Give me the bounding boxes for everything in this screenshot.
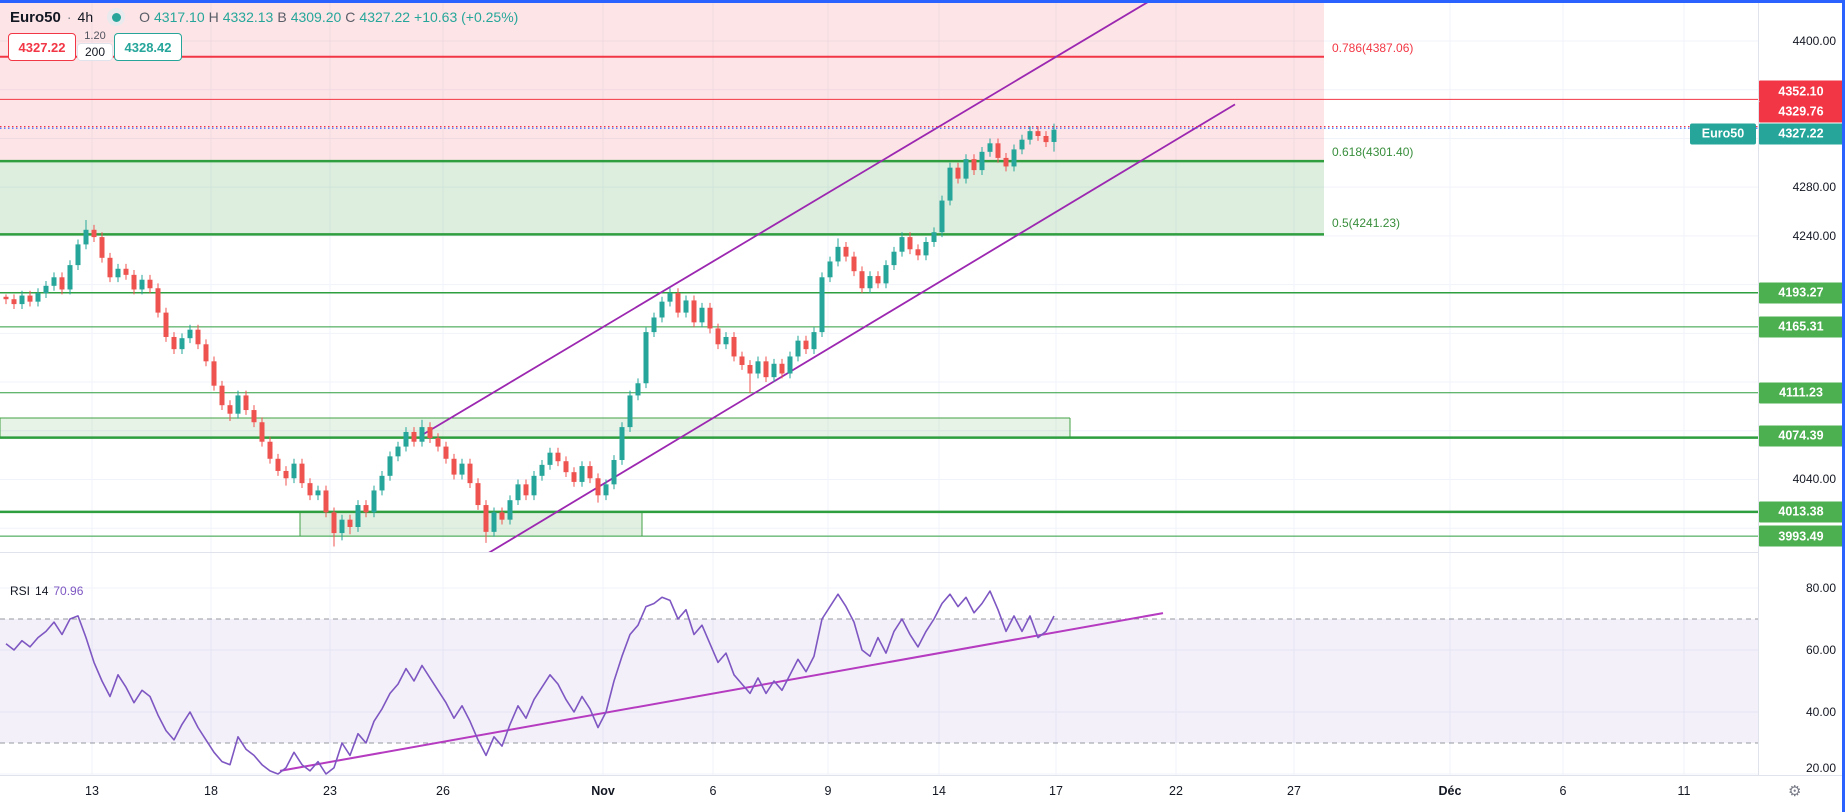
time-axis-label: 6 — [709, 784, 717, 798]
window-right-border — [1842, 0, 1845, 812]
price-axis[interactable]: 4400.00 4280.00 4240.00 4040.00 80.00 60.00 40… — [1758, 0, 1843, 775]
price-zones — [0, 0, 1324, 537]
level-lines[interactable] — [0, 55, 1758, 537]
rsi-length: 14 — [35, 584, 49, 598]
time-axis-label: 27 — [1287, 784, 1301, 798]
time-axis-label: 6 — [1559, 784, 1567, 798]
gridlines — [0, 0, 1758, 775]
rsi-trendline[interactable] — [279, 612, 1164, 772]
spread-value: 1.20 — [84, 30, 106, 42]
candlestick-series[interactable] — [3, 123, 1057, 547]
high-value: 4332.13 — [222, 9, 274, 25]
time-axis-label: 9 — [824, 784, 832, 798]
rsi-value: 70.96 — [53, 584, 84, 598]
price-badge: 4352.10 — [1759, 80, 1843, 102]
buy-button[interactable]: 4328.42 — [114, 33, 182, 61]
interval-label[interactable]: 4h — [77, 9, 94, 25]
axis-tick-label: 40.00 — [1805, 705, 1836, 719]
rsi-band — [0, 619, 1758, 743]
symbol-name: Euro50 — [10, 8, 61, 26]
rsi-indicator-legend[interactable]: RSI 14 70.96 — [10, 584, 83, 598]
axis-tick-label: 4040.00 — [1792, 472, 1836, 487]
low-label: B — [277, 9, 287, 25]
time-axis[interactable]: ⚙ 13 18 23 26 Nov 6 9 14 17 22 27 Déc 6 11 — [0, 775, 1845, 812]
price-badge: 4111.23 — [1759, 382, 1843, 404]
price-badge: 4329.76 — [1759, 101, 1843, 123]
close-value: 4327.22 — [359, 9, 411, 25]
fib-level-label: 0.5(4241.23) — [1332, 216, 1401, 231]
fib-level-label: 0.786(4387.06) — [1332, 40, 1414, 55]
axis-tick-label: 20.00 — [1805, 761, 1836, 775]
time-axis-label: 11 — [1677, 784, 1691, 798]
legend-separator: · — [66, 9, 72, 25]
open-label: O — [139, 9, 150, 25]
low-value: 4309.20 — [290, 9, 342, 25]
axis-tick-label: 4400.00 — [1792, 34, 1836, 48]
price-badge: 4193.27 — [1759, 282, 1843, 304]
rsi-line[interactable] — [5, 590, 1055, 775]
order-panel: 4327.22 1.20 200 4328.42 — [8, 30, 182, 61]
time-axis-label: 18 — [204, 784, 218, 798]
time-axis-label: 14 — [932, 784, 946, 798]
symbol-legend[interactable]: Euro50 · 4h O 4317.10 H 4332.13 B 4309.20 C… — [10, 8, 518, 26]
ohlc-values: O 4317.10 H 4332.13 B 4309.20 C 4327.22 +10.… — [139, 9, 518, 25]
time-axis-label: 26 — [436, 784, 450, 798]
price-badge: 3993.49 — [1759, 525, 1843, 547]
time-axis-label: Déc — [1438, 784, 1462, 798]
time-axis-label: 17 — [1049, 784, 1063, 798]
time-axis-label: Nov — [591, 784, 615, 798]
close-label: C — [345, 9, 356, 25]
time-axis-label: 23 — [323, 784, 337, 798]
window-top-border — [0, 0, 1845, 3]
fib-level-label: 0.618(4301.40) — [1332, 145, 1414, 160]
axis-tick-label: 60.00 — [1805, 643, 1836, 657]
time-axis-label: 22 — [1169, 784, 1183, 798]
chart-canvas[interactable] — [0, 0, 1758, 775]
rsi-name: RSI — [10, 584, 31, 598]
time-axis-label: 13 — [85, 784, 99, 798]
axis-tick-label: 4280.00 — [1792, 180, 1836, 195]
market-status-icon[interactable] — [107, 8, 126, 26]
change-value: +10.63 (+0.25%) — [414, 9, 519, 25]
price-badge: 4013.38 — [1759, 501, 1843, 523]
price-badge: 4165.31 — [1759, 316, 1843, 338]
price-badge: 4327.22 — [1759, 123, 1843, 145]
sell-button[interactable]: 4327.22 — [8, 33, 76, 61]
price-badge: 4074.39 — [1759, 425, 1843, 447]
symbol-price-badge: Euro50 — [1690, 123, 1756, 145]
lot-size-field[interactable]: 200 — [77, 44, 113, 60]
gear-icon[interactable]: ⚙ — [1788, 783, 1802, 800]
axis-tick-label: 4240.00 — [1792, 228, 1836, 243]
open-value: 4317.10 — [154, 9, 205, 25]
pane-separator[interactable] — [0, 552, 1845, 553]
high-label: H — [208, 9, 219, 25]
axis-tick-label: 80.00 — [1805, 581, 1836, 595]
